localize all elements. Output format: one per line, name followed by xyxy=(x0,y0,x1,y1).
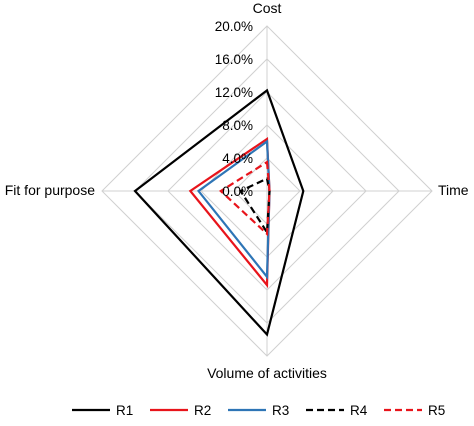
tick-label: 4.0% xyxy=(222,151,253,166)
tick-label: 20.0% xyxy=(215,19,253,34)
axis-label-volume-of-activities: Volume of activities xyxy=(207,365,327,381)
axis-label-fit-for-purpose: Fit for purpose xyxy=(5,182,95,198)
legend-label-r3: R3 xyxy=(272,403,289,418)
legend-label-r2: R2 xyxy=(194,403,211,418)
tick-label: 12.0% xyxy=(215,85,253,100)
series-r1-line xyxy=(133,88,305,337)
radial-tick-labels: 0.0% 4.0% 8.0% 12.0% 16.0% 20.0% xyxy=(215,19,253,199)
radar-series xyxy=(133,88,305,337)
legend-label-r5: R5 xyxy=(428,403,445,418)
axis-label-time: Time xyxy=(438,182,469,198)
legend-label-r4: R4 xyxy=(350,403,368,418)
tick-label: 0.0% xyxy=(222,184,253,199)
series-r5-line xyxy=(218,160,271,237)
tick-label: 8.0% xyxy=(222,118,253,133)
radar-grid xyxy=(101,25,433,357)
tick-label: 16.0% xyxy=(215,52,253,67)
series-r4-line xyxy=(238,177,271,236)
axis-label-cost: Cost xyxy=(253,0,282,16)
legend-label-r1: R1 xyxy=(116,403,133,418)
legend: R1 R2 R3 R4 R5 xyxy=(72,403,445,418)
